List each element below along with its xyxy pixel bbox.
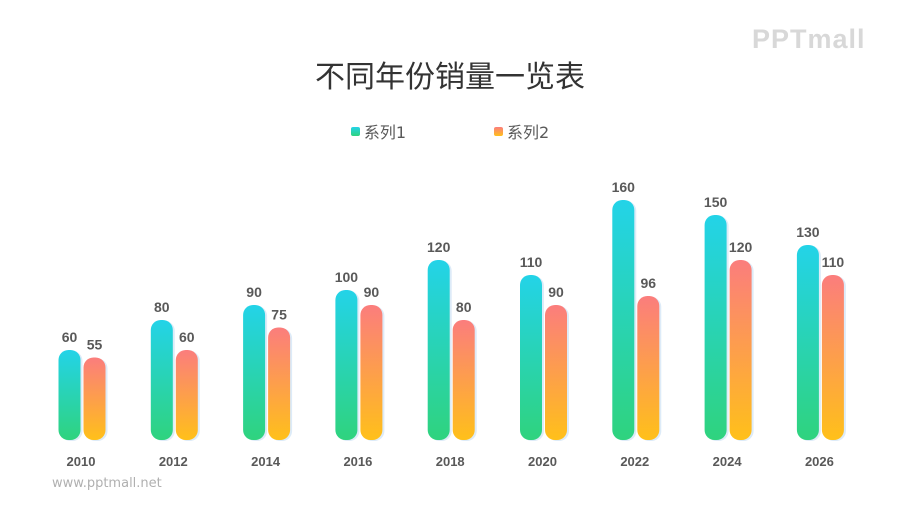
data-label: 110 <box>520 254 543 270</box>
data-label: 130 <box>796 224 820 240</box>
legend-label-series-1: 系列1 <box>363 123 406 142</box>
bar-series-2-2024 <box>729 260 752 440</box>
logo-watermark: PPTmall <box>752 24 866 54</box>
legend-label-series-2: 系列2 <box>507 123 550 142</box>
legend-item-series-1: 系列1 <box>350 119 406 143</box>
data-label: 110 <box>822 254 845 270</box>
x-tick-label: 2014 <box>251 454 281 469</box>
bar-series-1-2020 <box>520 275 542 440</box>
data-label: 90 <box>364 284 380 300</box>
bar-series-1-2018 <box>427 260 450 440</box>
data-label: 90 <box>548 284 564 300</box>
x-tick-label: 2020 <box>528 454 557 469</box>
legend-swatch-series-1 <box>350 126 360 136</box>
bar-series-2-2014 <box>268 327 291 440</box>
url-watermark: www.pptmall.net <box>52 476 162 491</box>
legend-item-series-2: 系列2 <box>494 119 549 143</box>
data-label: 55 <box>87 337 103 353</box>
bar-series-1-2026 <box>796 245 819 440</box>
data-label: 120 <box>729 239 753 255</box>
data-label: 96 <box>641 275 657 291</box>
data-label: 150 <box>704 194 728 210</box>
chart-title: 不同年份销量一览表 <box>315 60 585 95</box>
bar-series-2-2010 <box>83 357 106 440</box>
data-label: 80 <box>154 299 170 315</box>
data-label: 100 <box>335 269 359 285</box>
bar-series-1-2016 <box>335 290 358 440</box>
x-tick-label: 2010 <box>67 454 96 469</box>
bar-series-1-2022 <box>612 200 635 440</box>
bar-series-2-2026 <box>821 275 844 440</box>
bar-series-2-2018 <box>452 320 475 440</box>
bar-series-2-2012 <box>175 350 198 440</box>
data-label: 60 <box>62 329 78 345</box>
bar-series-1-2012 <box>150 320 173 440</box>
x-tick-label: 2018 <box>436 454 465 469</box>
x-tick-label: 2012 <box>159 454 188 469</box>
bar-series-1-2010 <box>58 350 81 440</box>
data-label: 75 <box>271 307 287 323</box>
data-label: 120 <box>427 239 451 255</box>
data-label: 80 <box>456 299 472 315</box>
bar-series-1-2024 <box>704 215 727 440</box>
x-tick-label: 2026 <box>805 454 834 469</box>
data-label: 90 <box>246 284 262 300</box>
x-tick-label: 2024 <box>713 454 743 469</box>
data-label: 160 <box>612 179 636 195</box>
legend: 系列1 系列2 <box>0 119 900 143</box>
bar-series-2-2016 <box>360 305 383 440</box>
bar-series-2-2022 <box>637 296 660 440</box>
bar-series-2-2020 <box>545 305 567 440</box>
x-tick-label: 2016 <box>343 454 372 469</box>
bar-series-1-2014 <box>243 305 266 440</box>
legend-swatch-series-2 <box>494 126 503 136</box>
x-tick-label: 2022 <box>620 454 649 469</box>
data-label: 60 <box>179 329 195 345</box>
